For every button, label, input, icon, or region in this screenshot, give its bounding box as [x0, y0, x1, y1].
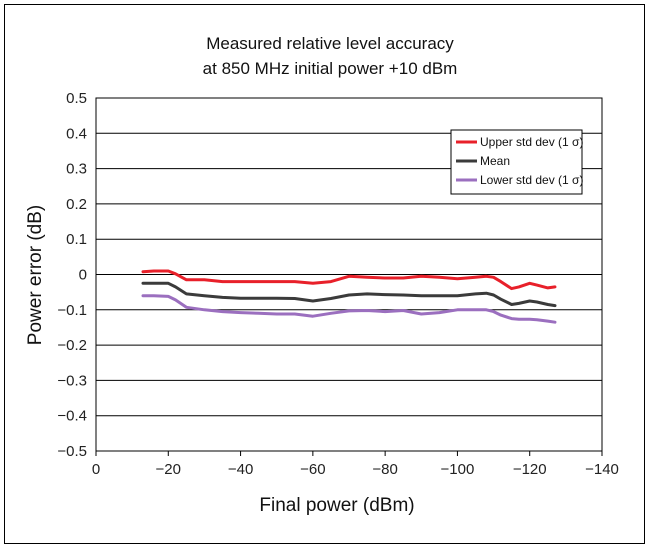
- series-line-3: [141, 294, 557, 324]
- y-tick-label: −0.5: [57, 443, 87, 460]
- y-tick-label: 0: [79, 267, 87, 284]
- legend: Upper std dev (1 σ) Mean Lower std dev (1 …: [450, 129, 583, 195]
- chart-title-line-2: at 850 MHz initial power +10 dBm: [203, 59, 458, 78]
- x-tick-label: −120: [513, 461, 547, 478]
- y-tick-label: 0.4: [66, 125, 87, 142]
- x-axis-label: Final power (dBm): [259, 495, 414, 516]
- legend-label-1: Upper std dev (1 σ): [480, 135, 583, 149]
- y-tick-label: −0.1: [57, 302, 87, 319]
- y-tick-label: 0.2: [66, 196, 87, 213]
- y-axis-ticks: −0.5 −0.4 −0.3 −0.2 −0.1 0 0.1 0.2 0.3 0.4 0.5: [57, 90, 87, 460]
- x-tick-label: −80: [372, 461, 397, 478]
- series-line-1: [141, 269, 557, 291]
- chart-title-line-1: Measured relative level accuracy: [206, 34, 454, 53]
- plot-area: [95, 97, 603, 452]
- y-tick-label: 0.1: [66, 231, 87, 248]
- series-line-2: [141, 281, 557, 308]
- series-lines: [141, 269, 557, 324]
- x-axis-ticks: 0 −20 −40 −60 −80 −100 −120 −140: [92, 451, 619, 478]
- x-tick-label: 0: [92, 461, 100, 478]
- y-axis-label: Power error (dB): [25, 205, 46, 345]
- x-tick-label: −40: [228, 461, 253, 478]
- legend-label-3: Lower std dev (1 σ): [480, 173, 583, 187]
- x-tick-label: −100: [441, 461, 475, 478]
- legend-label-2: Mean: [480, 154, 510, 168]
- y-tick-label: 0.5: [66, 90, 87, 107]
- y-tick-label: −0.4: [57, 408, 87, 425]
- y-tick-label: −0.3: [57, 372, 87, 389]
- x-tick-label: −20: [156, 461, 181, 478]
- y-tick-label: 0.3: [66, 161, 87, 178]
- x-tick-label: −140: [585, 461, 619, 478]
- x-tick-label: −60: [300, 461, 325, 478]
- y-tick-label: −0.2: [57, 337, 87, 354]
